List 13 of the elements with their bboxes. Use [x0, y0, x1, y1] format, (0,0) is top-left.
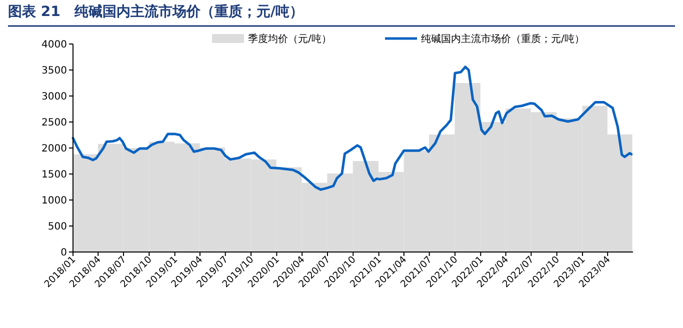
y-tick-label: 1000 — [42, 196, 67, 206]
y-tick-label: 3000 — [42, 92, 67, 102]
y-tick-label: 4000 — [42, 40, 67, 50]
y-tick-label: 1500 — [42, 170, 67, 180]
y-tick-label: 2000 — [42, 144, 67, 154]
line-series — [72, 66, 633, 191]
legend-label: 纯碱国内主流市场价（重质；元/吨） — [421, 33, 584, 45]
y-tick-label: 0 — [60, 248, 67, 258]
y-tick-label: 3500 — [42, 66, 67, 76]
legend-label: 季度均价（元/吨） — [248, 33, 332, 45]
chart-title: 图表 21 纯碱国内主流市场价（重质；元/吨） — [8, 3, 304, 20]
y-tick-label: 500 — [48, 222, 67, 232]
y-tick-label: 2500 — [42, 118, 67, 128]
